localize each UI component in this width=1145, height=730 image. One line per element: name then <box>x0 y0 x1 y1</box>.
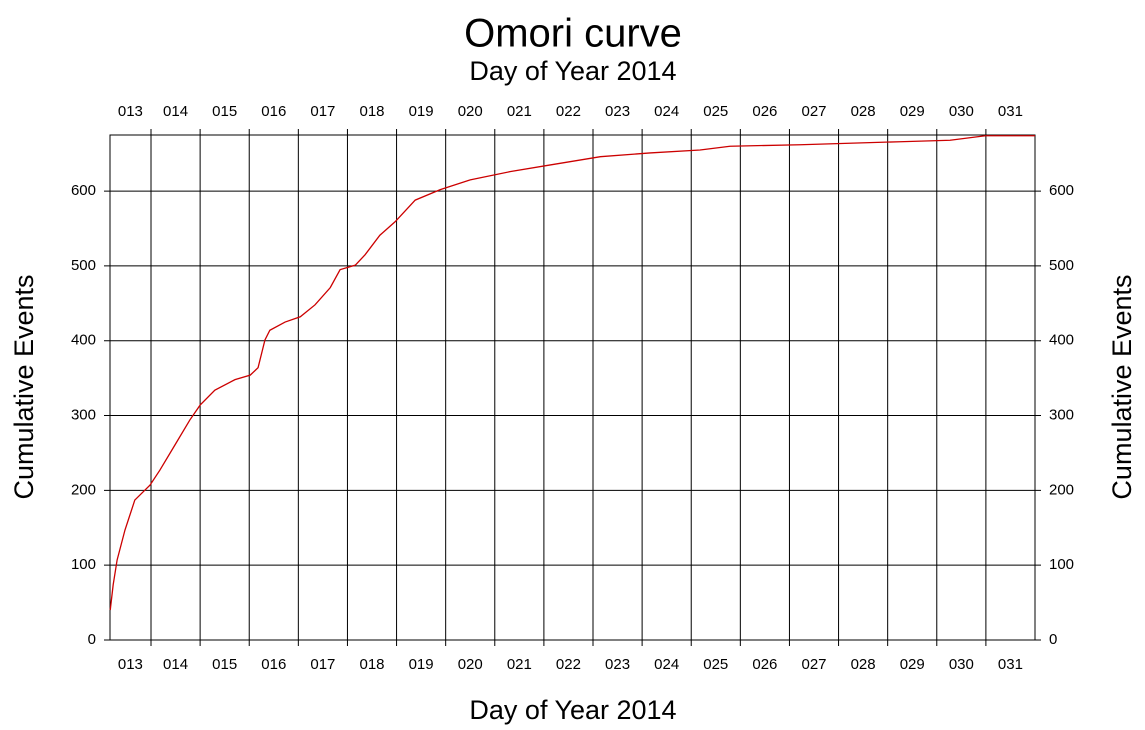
x-tick-label: 022 <box>556 656 581 673</box>
x2-tick-label: 014 <box>163 103 188 120</box>
x-tick-label: 023 <box>605 656 630 673</box>
x2-tick-label: 018 <box>359 103 384 120</box>
x-tick-label: 019 <box>409 656 434 673</box>
x-tick-label: 013 <box>118 656 143 673</box>
x2-tick-label: 013 <box>118 103 143 120</box>
y2-tick-label: 400 <box>1049 332 1074 349</box>
x-tick-label: 021 <box>507 656 532 673</box>
x-tick-label: 028 <box>851 656 876 673</box>
x2-tick-label: 026 <box>752 103 777 120</box>
x-tick-label: 016 <box>261 656 286 673</box>
chart-title: Omori curve <box>464 12 682 56</box>
y-tick-label: 0 <box>88 631 96 648</box>
x-axis-label: Day of Year 2014 <box>469 695 676 725</box>
x2-tick-label: 016 <box>261 103 286 120</box>
x-tick-label: 031 <box>998 656 1023 673</box>
x-tick-label: 027 <box>801 656 826 673</box>
x2-tick-label: 020 <box>458 103 483 120</box>
y-tick-label: 100 <box>71 556 96 573</box>
chart-subtitle: Day of Year 2014 <box>469 56 676 86</box>
x2-tick-label: 017 <box>310 103 335 120</box>
x-tick-label: 030 <box>949 656 974 673</box>
x2-tick-label: 024 <box>654 103 679 120</box>
y-axis-label: Cumulative Events <box>9 274 39 499</box>
x-tick-label: 014 <box>163 656 188 673</box>
x2-tick-label: 015 <box>212 103 237 120</box>
x2-tick-label: 030 <box>949 103 974 120</box>
y-tick-label: 400 <box>71 332 96 349</box>
x2-tick-label: 022 <box>556 103 581 120</box>
y2-tick-label: 200 <box>1049 481 1074 498</box>
data-line <box>109 135 1035 611</box>
x2-tick-label: 025 <box>703 103 728 120</box>
x2-tick-label: 029 <box>900 103 925 120</box>
y2-tick-label: 600 <box>1049 182 1074 199</box>
x2-tick-label: 031 <box>998 103 1023 120</box>
x-tick-label: 020 <box>458 656 483 673</box>
y-tick-label: 500 <box>71 257 96 274</box>
y-tick-label: 600 <box>71 182 96 199</box>
y2-tick-label: 100 <box>1049 556 1074 573</box>
x2-tick-label: 027 <box>801 103 826 120</box>
x-tick-label: 029 <box>900 656 925 673</box>
y2-axis-label: Cumulative Events <box>1107 274 1137 499</box>
y2-tick-label: 500 <box>1049 257 1074 274</box>
x2-tick-label: 021 <box>507 103 532 120</box>
x-tick-label: 026 <box>752 656 777 673</box>
x-tick-label: 015 <box>212 656 237 673</box>
y2-tick-label: 0 <box>1049 631 1057 648</box>
x-tick-label: 017 <box>310 656 335 673</box>
y2-tick-label: 300 <box>1049 407 1074 424</box>
x2-tick-label: 019 <box>409 103 434 120</box>
x-tick-label: 025 <box>703 656 728 673</box>
x2-tick-label: 028 <box>851 103 876 120</box>
x-tick-label: 024 <box>654 656 679 673</box>
x-tick-label: 018 <box>359 656 384 673</box>
y-tick-label: 300 <box>71 407 96 424</box>
y-tick-label: 200 <box>71 481 96 498</box>
x2-tick-label: 023 <box>605 103 630 120</box>
